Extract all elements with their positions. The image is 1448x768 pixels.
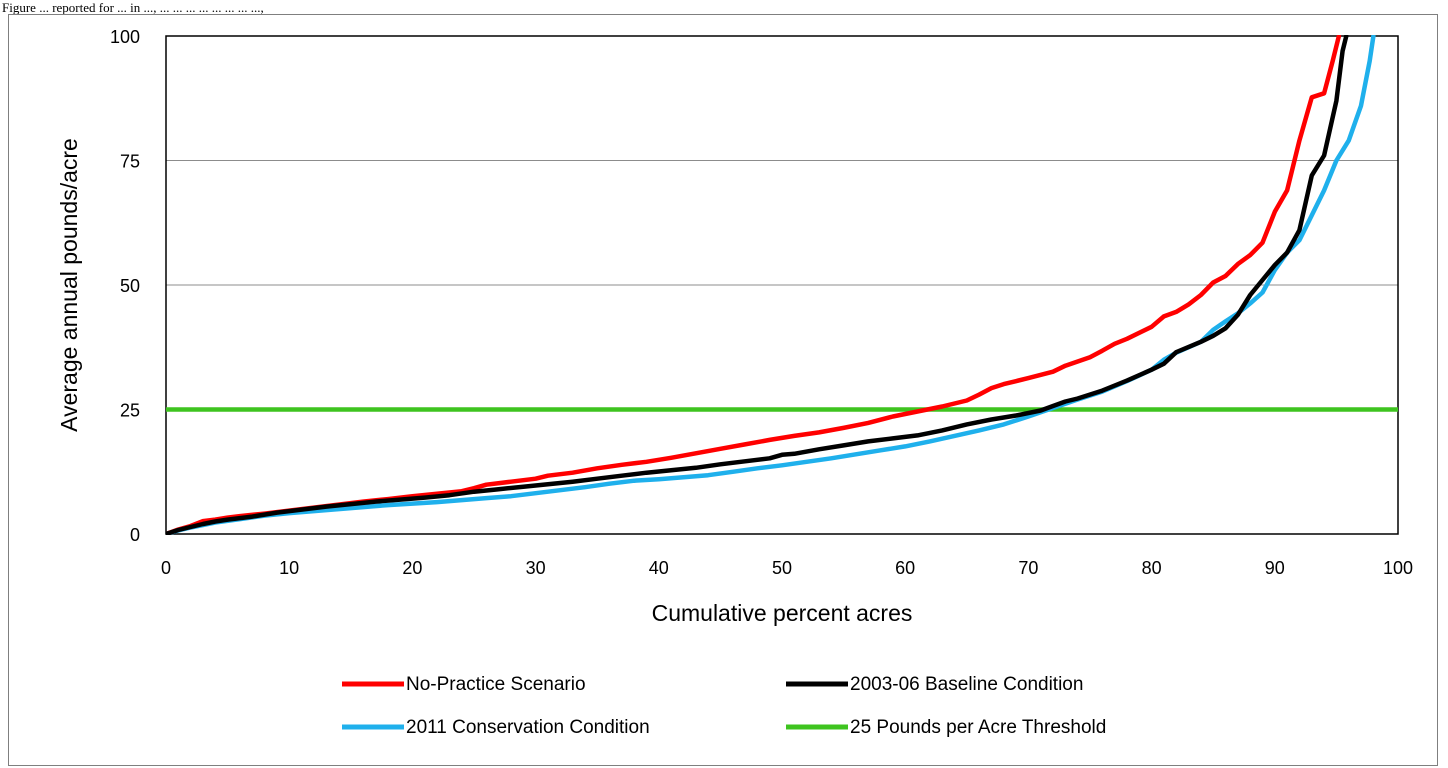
y-tick-label: 50 — [120, 276, 140, 296]
x-tick-label: 30 — [526, 558, 546, 578]
legend-item: 25 Pounds per Acre Threshold — [786, 717, 1106, 738]
x-tick-label: 70 — [1018, 558, 1038, 578]
y-tick-label: 25 — [120, 401, 140, 421]
legend: No-Practice Scenario 2003-06 Baseline Con… — [342, 674, 1106, 738]
legend-label: 25 Pounds per Acre Threshold — [850, 717, 1106, 738]
x-tick-label: 10 — [279, 558, 299, 578]
x-tick-label: 80 — [1142, 558, 1162, 578]
x-tick-label: 20 — [402, 558, 422, 578]
legend-item: No-Practice Scenario — [342, 674, 586, 695]
y-tick-label: 75 — [120, 152, 140, 172]
legend-item: 2011 Conservation Condition — [342, 717, 650, 738]
x-tick-label: 60 — [895, 558, 915, 578]
legend-label: 2003-06 Baseline Condition — [850, 674, 1083, 695]
x-tick-label: 100 — [1383, 558, 1413, 578]
legend-item: 2003-06 Baseline Condition — [786, 674, 1083, 695]
x-axis-title: Cumulative percent acres — [652, 600, 913, 626]
x-tick-label: 40 — [649, 558, 669, 578]
x-tick-label: 0 — [161, 558, 171, 578]
y-tick-label: 100 — [110, 27, 140, 47]
chart-area — [8, 14, 1438, 766]
x-tick-label: 50 — [772, 558, 792, 578]
figure-caption: Figure ... reported for ... in ..., ... … — [2, 0, 264, 15]
y-axis-ticks: 0 25 50 75 100 — [110, 27, 140, 545]
legend-label: No-Practice Scenario — [406, 674, 586, 695]
series-lines — [166, 35, 1398, 535]
y-axis-title: Average annual pounds/acre — [56, 138, 82, 432]
x-axis-ticks: 0 10 20 30 40 50 60 70 80 90 100 — [161, 558, 1413, 578]
y-tick-label: 0 — [130, 525, 140, 545]
series-line-2003-06-baseline-condition — [166, 35, 1349, 535]
series-line-2011-conservation-condition — [166, 35, 1376, 535]
plot-area-border — [165, 35, 1399, 535]
x-tick-label: 90 — [1265, 558, 1285, 578]
legend-label: 2011 Conservation Condition — [406, 717, 650, 738]
